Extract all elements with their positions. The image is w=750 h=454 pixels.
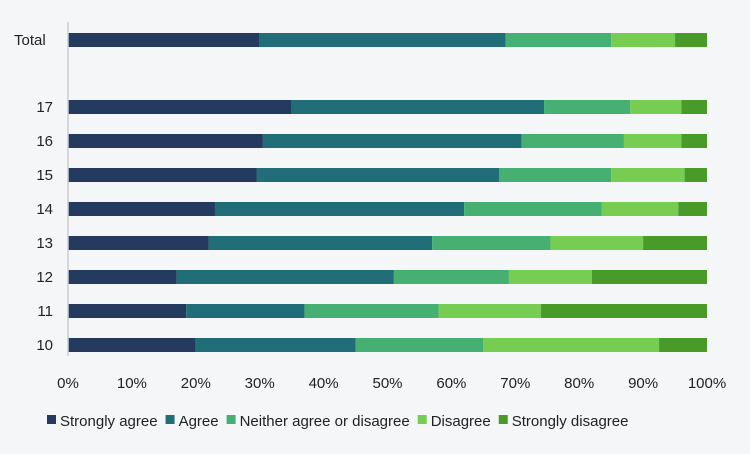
legend-item: Strongly agree bbox=[47, 413, 158, 430]
legend-item: Neither agree or disagree bbox=[226, 413, 410, 430]
bar-segment bbox=[68, 304, 187, 318]
bar-segment bbox=[393, 270, 509, 284]
category-label: 13 bbox=[36, 235, 53, 252]
bar-segment bbox=[68, 270, 177, 284]
x-tick-label: 80% bbox=[564, 375, 594, 392]
bar-segment bbox=[256, 168, 500, 182]
x-tick-label: 40% bbox=[309, 375, 339, 392]
x-tick-label: 50% bbox=[372, 375, 402, 392]
legend-swatch bbox=[165, 415, 175, 424]
bar-segment bbox=[186, 304, 305, 318]
bar-segment bbox=[505, 33, 612, 47]
category-label: 16 bbox=[36, 133, 53, 150]
legend-label: Disagree bbox=[431, 413, 491, 430]
legend-swatch bbox=[47, 415, 56, 424]
category-label: 17 bbox=[36, 99, 53, 116]
x-tick-label: 0% bbox=[57, 375, 79, 392]
bar-segment bbox=[550, 236, 644, 250]
legend-label: Strongly agree bbox=[60, 413, 158, 430]
legend-item: Agree bbox=[165, 413, 219, 430]
legend-swatch bbox=[417, 415, 427, 424]
category-label: 10 bbox=[36, 337, 53, 354]
bar-segment bbox=[508, 270, 592, 284]
bar-segment bbox=[438, 304, 541, 318]
legend-label: Agree bbox=[179, 413, 219, 430]
bar-segment bbox=[678, 202, 707, 216]
legend-item: Strongly disagree bbox=[498, 413, 629, 430]
bar-segment bbox=[623, 134, 682, 148]
bar-segment bbox=[483, 338, 660, 352]
category-label: 11 bbox=[37, 303, 53, 320]
bar-segment bbox=[176, 270, 394, 284]
bar-segment bbox=[432, 236, 551, 250]
bar-segment bbox=[499, 168, 612, 182]
bar-segment bbox=[259, 33, 506, 47]
legend-label: Strongly disagree bbox=[512, 413, 629, 430]
bar-segment bbox=[611, 33, 676, 47]
bar-segment bbox=[540, 304, 707, 318]
bar-segment bbox=[262, 134, 522, 148]
legend-swatch bbox=[498, 415, 508, 424]
bar-segment bbox=[601, 202, 679, 216]
category-label: 14 bbox=[36, 201, 53, 218]
bar-segment bbox=[611, 168, 685, 182]
legend-label: Neither agree or disagree bbox=[240, 413, 410, 430]
bar-segment bbox=[591, 270, 707, 284]
bar-segment bbox=[68, 338, 196, 352]
x-tick-label: 20% bbox=[181, 375, 211, 392]
bar-segment bbox=[68, 202, 215, 216]
bar-segment bbox=[684, 168, 707, 182]
bar-segment bbox=[659, 338, 707, 352]
bar-segment bbox=[681, 134, 707, 148]
category-label: Total bbox=[14, 32, 46, 49]
x-tick-label: 100% bbox=[688, 375, 726, 392]
bar-segment bbox=[355, 338, 484, 352]
bar-segment bbox=[544, 100, 631, 114]
bar-segment bbox=[68, 33, 260, 47]
bars-layer bbox=[68, 33, 707, 352]
bar-segment bbox=[195, 338, 356, 352]
bar-segment bbox=[304, 304, 439, 318]
x-tick-label: 90% bbox=[628, 375, 658, 392]
x-tick-label: 70% bbox=[500, 375, 530, 392]
bar-segment bbox=[68, 134, 263, 148]
legend: Strongly agree Agree Neither agree or disa… bbox=[47, 413, 628, 430]
category-label: 15 bbox=[36, 167, 53, 184]
bar-segment bbox=[681, 100, 707, 114]
bar-segment bbox=[630, 100, 682, 114]
category-label: 12 bbox=[36, 269, 53, 286]
bar-segment bbox=[675, 33, 707, 47]
bar-segment bbox=[68, 168, 257, 182]
legend-item: Disagree bbox=[417, 413, 491, 430]
bar-segment bbox=[68, 100, 292, 114]
bar-segment bbox=[521, 134, 624, 148]
legend-swatch bbox=[226, 415, 236, 424]
bar-segment bbox=[214, 202, 465, 216]
x-tick-label: 10% bbox=[117, 375, 147, 392]
bar-segment bbox=[464, 202, 602, 216]
bar-segment bbox=[68, 236, 209, 250]
bar-segment bbox=[643, 236, 707, 250]
x-tick-label: 60% bbox=[436, 375, 466, 392]
x-tick-label: 30% bbox=[245, 375, 275, 392]
bar-segment bbox=[208, 236, 433, 250]
bar-segment bbox=[291, 100, 545, 114]
